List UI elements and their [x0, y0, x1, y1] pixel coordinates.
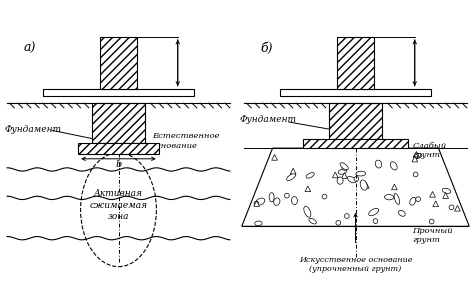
Ellipse shape [342, 166, 347, 170]
Bar [337, 37, 374, 89]
Ellipse shape [390, 162, 397, 170]
Polygon shape [342, 173, 347, 178]
Ellipse shape [384, 194, 393, 200]
Polygon shape [305, 186, 311, 192]
Ellipse shape [273, 198, 280, 205]
Ellipse shape [292, 197, 297, 205]
Polygon shape [433, 201, 438, 207]
Text: зона: зона [108, 213, 129, 221]
Polygon shape [332, 172, 338, 178]
Ellipse shape [306, 172, 314, 178]
Ellipse shape [304, 206, 311, 217]
Ellipse shape [410, 197, 416, 205]
Polygon shape [429, 191, 436, 197]
Polygon shape [443, 193, 448, 198]
Ellipse shape [354, 177, 359, 181]
Polygon shape [412, 156, 418, 162]
Ellipse shape [340, 163, 348, 170]
Ellipse shape [309, 218, 316, 224]
Bar [78, 143, 159, 154]
Bar [303, 139, 408, 148]
Text: Искусственное основание
(упрочненный грунт): Искусственное основание (упрочненный гру… [299, 256, 412, 273]
Ellipse shape [284, 193, 289, 198]
Bar [100, 37, 137, 89]
Ellipse shape [255, 198, 265, 205]
Text: b: b [115, 160, 122, 169]
Ellipse shape [442, 188, 451, 193]
Text: Фундамент: Фундамент [239, 115, 296, 124]
Ellipse shape [360, 180, 367, 190]
Text: Активная: Активная [94, 189, 143, 198]
Ellipse shape [255, 221, 262, 226]
Text: сжимаемая: сжимаемая [90, 200, 147, 209]
Bar [43, 89, 194, 96]
Ellipse shape [356, 171, 365, 176]
Text: Фундамент: Фундамент [5, 125, 62, 134]
Polygon shape [290, 168, 296, 174]
Ellipse shape [369, 208, 379, 216]
Ellipse shape [254, 201, 259, 206]
Ellipse shape [338, 169, 346, 174]
Text: Слабый
грунт: Слабый грунт [412, 142, 447, 159]
Ellipse shape [429, 219, 434, 224]
Ellipse shape [287, 173, 296, 181]
Text: Естественное
основание: Естественное основание [152, 132, 219, 150]
Polygon shape [414, 151, 419, 157]
Polygon shape [392, 184, 397, 190]
Ellipse shape [416, 197, 420, 202]
Polygon shape [254, 201, 260, 206]
Ellipse shape [322, 194, 327, 199]
Polygon shape [242, 148, 469, 226]
Polygon shape [455, 205, 460, 211]
Ellipse shape [336, 220, 341, 225]
Ellipse shape [269, 193, 274, 202]
Bar [329, 103, 382, 139]
Polygon shape [364, 182, 369, 188]
Ellipse shape [373, 219, 378, 223]
Bar [280, 89, 431, 96]
Ellipse shape [337, 177, 343, 184]
Text: а): а) [24, 42, 36, 54]
Bar [92, 103, 145, 143]
Ellipse shape [449, 205, 454, 210]
Ellipse shape [413, 154, 422, 159]
Polygon shape [272, 154, 277, 160]
Ellipse shape [345, 214, 349, 219]
Ellipse shape [413, 172, 418, 177]
Ellipse shape [394, 194, 400, 204]
Ellipse shape [347, 176, 356, 183]
Ellipse shape [399, 210, 405, 216]
Text: б): б) [261, 42, 273, 54]
Ellipse shape [375, 160, 382, 168]
Text: Прочный
грунт: Прочный грунт [412, 227, 453, 244]
